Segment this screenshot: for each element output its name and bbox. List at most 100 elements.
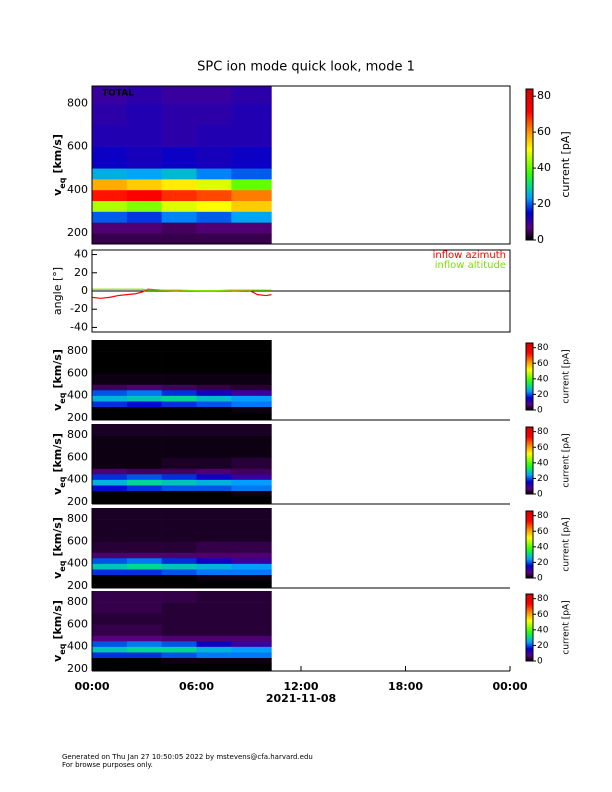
heatmap-cell	[92, 362, 128, 374]
heatmap-cell	[126, 663, 162, 672]
heatmap-cell	[92, 189, 128, 202]
y-tick-label: 200	[67, 495, 88, 508]
colorbar-tick-label: 40	[537, 542, 549, 552]
heatmap-cell	[126, 530, 162, 542]
heatmap-cell	[196, 211, 232, 223]
heatmap-cell	[161, 189, 197, 202]
heatmap-cell	[161, 485, 197, 491]
heatmap-cell	[126, 340, 162, 352]
colorbar-tick-label: 20	[537, 558, 549, 568]
heatmap-cell	[92, 435, 128, 447]
colorbar-tick-label: 60	[537, 527, 549, 537]
y-axis-label-main: v	[51, 188, 64, 196]
heatmap-cell	[161, 569, 197, 575]
heatmap-cell	[126, 635, 162, 642]
heatmap-cell	[161, 574, 197, 581]
heatmap-cell	[92, 541, 128, 553]
colorbar-tick-label: 60	[537, 443, 549, 453]
heatmap-cell	[126, 401, 162, 407]
heatmap-cell	[126, 485, 162, 491]
colorbar	[525, 426, 534, 495]
heatmap-cell	[196, 233, 232, 245]
heatmap-cell	[196, 189, 232, 202]
heatmap-cell	[231, 496, 272, 505]
heatmap-cell	[161, 362, 197, 374]
heatmap-cell	[92, 406, 128, 413]
heatmap-cell	[231, 86, 272, 104]
heatmap-cell	[161, 602, 197, 614]
heatmap-cell	[196, 86, 232, 104]
heatmap-cell	[231, 519, 272, 531]
y-tick-label: 800	[67, 344, 88, 357]
heatmap-cell	[92, 457, 128, 469]
heatmap-cell	[231, 474, 272, 480]
heatmap-cell	[92, 384, 128, 391]
heatmap-cell	[231, 384, 272, 391]
colorbar-tick-label: 60	[537, 610, 549, 620]
heatmap-cell	[126, 580, 162, 589]
heatmap-cell	[196, 635, 232, 642]
heatmap-cell	[126, 233, 162, 245]
heatmap-cell	[161, 412, 197, 421]
heatmap-cell	[196, 384, 232, 391]
heatmap-cell	[196, 569, 232, 575]
heatmap-cell	[126, 373, 162, 385]
heatmap-cell	[231, 362, 272, 374]
heatmap-cell	[196, 552, 232, 559]
heatmap-cell	[126, 508, 162, 520]
heatmap-cell	[231, 569, 272, 575]
heatmap-cell	[161, 635, 197, 642]
y-axis-label-sub: eq	[58, 643, 67, 654]
heatmap-cell	[126, 384, 162, 391]
heatmap-cell	[196, 474, 232, 480]
y-axis-label-unit: [km/s]	[51, 433, 64, 472]
colorbar	[525, 88, 534, 241]
plot-frame	[91, 249, 511, 333]
heatmap-cell	[161, 233, 197, 245]
heatmap-cell	[196, 146, 232, 169]
y-tick-label: 800	[67, 428, 88, 441]
heatmap-cell	[196, 624, 232, 636]
heatmap-cell	[126, 86, 162, 104]
colorbar-tick-label: 0	[537, 574, 543, 584]
heatmap-cell	[196, 663, 232, 672]
heatmap-cell	[196, 401, 232, 407]
heatmap-cell	[161, 591, 197, 603]
y-axis-label: veq [km/s]	[51, 134, 67, 196]
heatmap-cell	[126, 490, 162, 497]
heatmap-cell	[161, 657, 197, 664]
heatmap-cell	[126, 124, 162, 147]
colorbar-tick-label: 0	[537, 406, 543, 416]
heatmap-cell	[92, 613, 128, 625]
heatmap-cell	[196, 508, 232, 520]
heatmap-cell	[92, 200, 128, 212]
heatmap-cell	[92, 222, 128, 234]
colorbar-tick-label: 60	[537, 359, 549, 369]
y-axis-label-main: v	[51, 571, 64, 579]
heatmap-cell	[161, 468, 197, 475]
colorbar-tick-label: 80	[537, 343, 549, 353]
colorbar-tick-label: 80	[537, 89, 551, 102]
heatmap-cell	[126, 435, 162, 447]
heatmap-cell	[196, 373, 232, 385]
heatmap-cell	[92, 624, 128, 636]
heatmap-cell	[231, 340, 272, 352]
heatmap-cell	[92, 558, 128, 564]
y-axis-label-unit: [km/s]	[51, 134, 64, 173]
heatmap-cell	[196, 574, 232, 581]
heatmap-cell	[196, 395, 232, 402]
heatmap-cell	[92, 351, 128, 363]
y-axis-label-main: v	[51, 487, 64, 495]
heatmap-cell	[92, 424, 128, 436]
colorbar-tick-label: 80	[537, 427, 549, 437]
heatmap-cell	[231, 508, 272, 520]
heatmap-cell	[196, 657, 232, 664]
heatmap-cell	[126, 591, 162, 603]
heatmap-cell	[126, 479, 162, 486]
y-axis-label: veq [km/s]	[51, 600, 67, 662]
colorbar-tick-label: 20	[537, 641, 549, 651]
heatmap-cell	[231, 222, 272, 234]
heatmap-cell	[126, 646, 162, 653]
heatmap-cell	[231, 146, 272, 169]
heatmap-cell	[161, 424, 197, 436]
